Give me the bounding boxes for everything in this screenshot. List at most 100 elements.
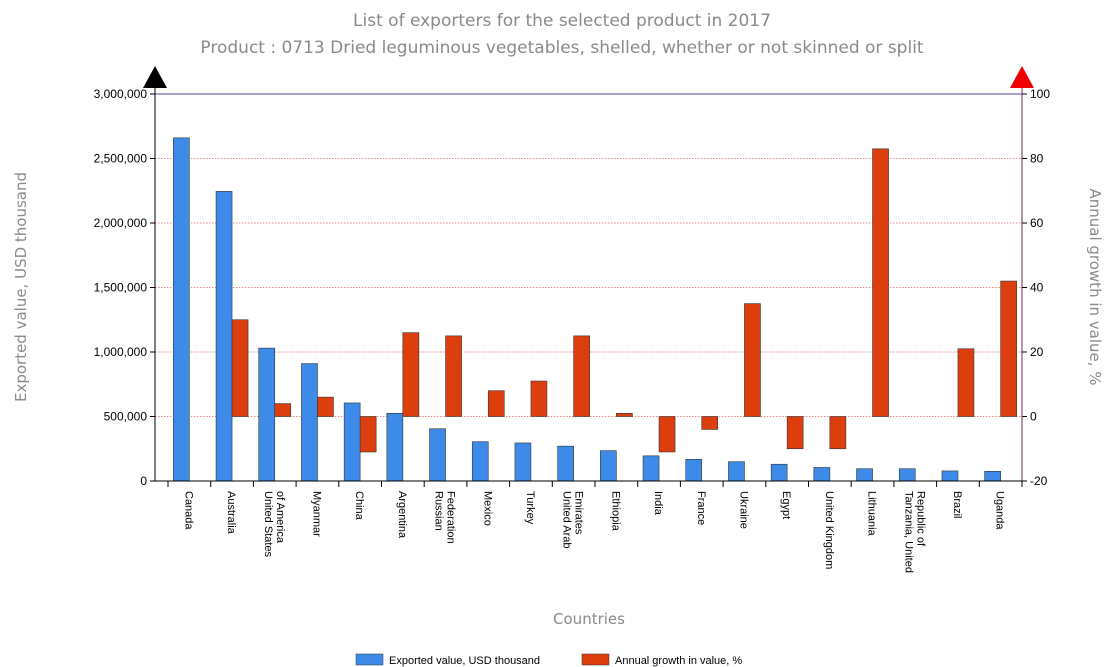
bar-annual-growth bbox=[231, 319, 249, 417]
category-label-line: Ethiopia bbox=[609, 491, 621, 532]
category-label-line: Republic of bbox=[914, 491, 926, 547]
bar-exported-value bbox=[685, 459, 703, 482]
bar-annual-growth bbox=[786, 416, 804, 450]
right-tick-label: 40 bbox=[1030, 281, 1044, 295]
right-tick-label: 80 bbox=[1030, 152, 1044, 166]
bar-exported-value bbox=[215, 191, 233, 482]
category-label: Lithuania bbox=[866, 491, 878, 537]
category-label-line: United Arab bbox=[561, 491, 573, 548]
left-axis-arrow-icon bbox=[143, 66, 167, 88]
category-label-line: Argentina bbox=[396, 491, 408, 539]
bar-exported-value bbox=[898, 468, 916, 482]
category-label: United Kingdom bbox=[823, 491, 835, 569]
category-label: United States of America bbox=[262, 491, 286, 558]
bar-annual-growth bbox=[530, 380, 548, 417]
bar-annual-growth bbox=[829, 416, 847, 450]
category-label-line: Mexico bbox=[481, 491, 493, 526]
bar-exported-value bbox=[941, 470, 959, 482]
bars bbox=[173, 137, 1017, 482]
category-label-line: France bbox=[695, 491, 707, 525]
bar-exported-value bbox=[813, 467, 831, 482]
category-label: India bbox=[652, 491, 664, 516]
category-label: Australia bbox=[225, 491, 237, 535]
left-tick-label: 1,500,000 bbox=[94, 281, 148, 295]
right-tick-label: 0 bbox=[1030, 410, 1037, 424]
bar-exported-value bbox=[514, 442, 532, 482]
bar-annual-growth bbox=[701, 416, 719, 430]
category-label-line: Emirates bbox=[573, 491, 585, 535]
category-label-line: Ukraine bbox=[737, 491, 749, 529]
legend-label-exported-value: Exported value, USD thousand bbox=[389, 655, 540, 667]
category-label: Mexico bbox=[481, 491, 493, 526]
bar-annual-growth bbox=[317, 396, 334, 417]
left-tick-label: 500,000 bbox=[104, 410, 148, 424]
category-label-line: China bbox=[353, 491, 365, 521]
category-label: Turkey bbox=[524, 491, 536, 525]
chart-title: List of exporters for the selected produ… bbox=[353, 11, 771, 31]
category-label-line: Uganda bbox=[994, 491, 1006, 530]
bar-exported-value bbox=[301, 363, 318, 482]
category-label-line: Federation bbox=[445, 491, 457, 544]
category-label: Russian Federation bbox=[433, 491, 457, 544]
bar-annual-growth bbox=[872, 148, 889, 417]
bar-exported-value bbox=[770, 463, 788, 482]
bar-exported-value bbox=[173, 137, 190, 482]
legend-swatch-exported-value bbox=[355, 653, 384, 666]
bar-exported-value bbox=[642, 455, 660, 482]
x-axis-ticks bbox=[167, 481, 1023, 487]
bar-exported-value bbox=[386, 412, 404, 482]
bar-exported-value bbox=[471, 441, 489, 482]
bar-annual-growth bbox=[487, 390, 505, 417]
left-axis-title: Exported value, USD thousand bbox=[12, 172, 30, 402]
category-label-line: of America bbox=[274, 491, 286, 544]
category-label: Myanmar bbox=[310, 491, 322, 537]
category-label-line: Turkey bbox=[524, 491, 536, 525]
category-label: Argentina bbox=[396, 491, 408, 539]
bar-exported-value bbox=[429, 428, 446, 482]
category-label-line: Egypt bbox=[780, 491, 792, 519]
bar-exported-value bbox=[258, 347, 276, 482]
category-label: Egypt bbox=[780, 491, 792, 519]
category-label-line: United Kingdom bbox=[823, 491, 835, 569]
right-tick-label: 20 bbox=[1030, 345, 1044, 359]
bar-exported-value bbox=[557, 445, 574, 482]
category-label: China bbox=[353, 491, 365, 521]
right-axis-arrow-icon bbox=[1010, 66, 1034, 88]
bar-annual-growth bbox=[616, 412, 633, 417]
left-tick-label: 2,500,000 bbox=[94, 152, 148, 166]
bar-annual-growth bbox=[573, 335, 590, 417]
category-label: Ukraine bbox=[737, 491, 749, 529]
right-tick-label: -20 bbox=[1030, 474, 1048, 488]
category-label-line: Russian bbox=[433, 491, 445, 531]
category-label: Tanzania, United Republic of bbox=[902, 491, 926, 573]
chart-subtitle: Product : 0713 Dried leguminous vegetabl… bbox=[200, 38, 924, 58]
bar-exported-value bbox=[600, 450, 617, 482]
bar-annual-growth bbox=[658, 416, 676, 453]
right-tick-label: 100 bbox=[1030, 87, 1050, 101]
category-label-line: Australia bbox=[225, 491, 237, 535]
left-tick-label: 1,000,000 bbox=[94, 345, 148, 359]
legend-swatch-annual-growth bbox=[581, 653, 610, 666]
category-label-line: India bbox=[652, 491, 664, 516]
bar-exported-value bbox=[856, 468, 873, 482]
left-tick-label: 2,000,000 bbox=[94, 216, 148, 230]
bar-annual-growth bbox=[445, 335, 462, 417]
category-label-line: Myanmar bbox=[310, 491, 322, 537]
bar-exported-value bbox=[728, 461, 745, 482]
category-label-line: Brazil bbox=[951, 491, 963, 519]
right-axis-title: Annual growth in value, % bbox=[1086, 188, 1104, 385]
category-label-line: United States bbox=[262, 491, 274, 558]
legend: Exported value, USD thousand Annual grow… bbox=[355, 653, 742, 667]
bar-annual-growth bbox=[359, 416, 377, 453]
category-labels: Canada Australia United States of America My… bbox=[182, 491, 1005, 573]
bar-annual-growth bbox=[402, 332, 420, 417]
left-tick-label: 3,000,000 bbox=[94, 87, 148, 101]
bar-annual-growth bbox=[274, 403, 292, 417]
category-label-line: Tanzania, United bbox=[902, 491, 914, 573]
category-label: Canada bbox=[182, 491, 194, 530]
category-label-line: Lithuania bbox=[866, 491, 878, 537]
bar-exported-value bbox=[343, 402, 361, 482]
bar-annual-growth bbox=[957, 348, 975, 417]
bar-annual-growth bbox=[1000, 280, 1017, 417]
